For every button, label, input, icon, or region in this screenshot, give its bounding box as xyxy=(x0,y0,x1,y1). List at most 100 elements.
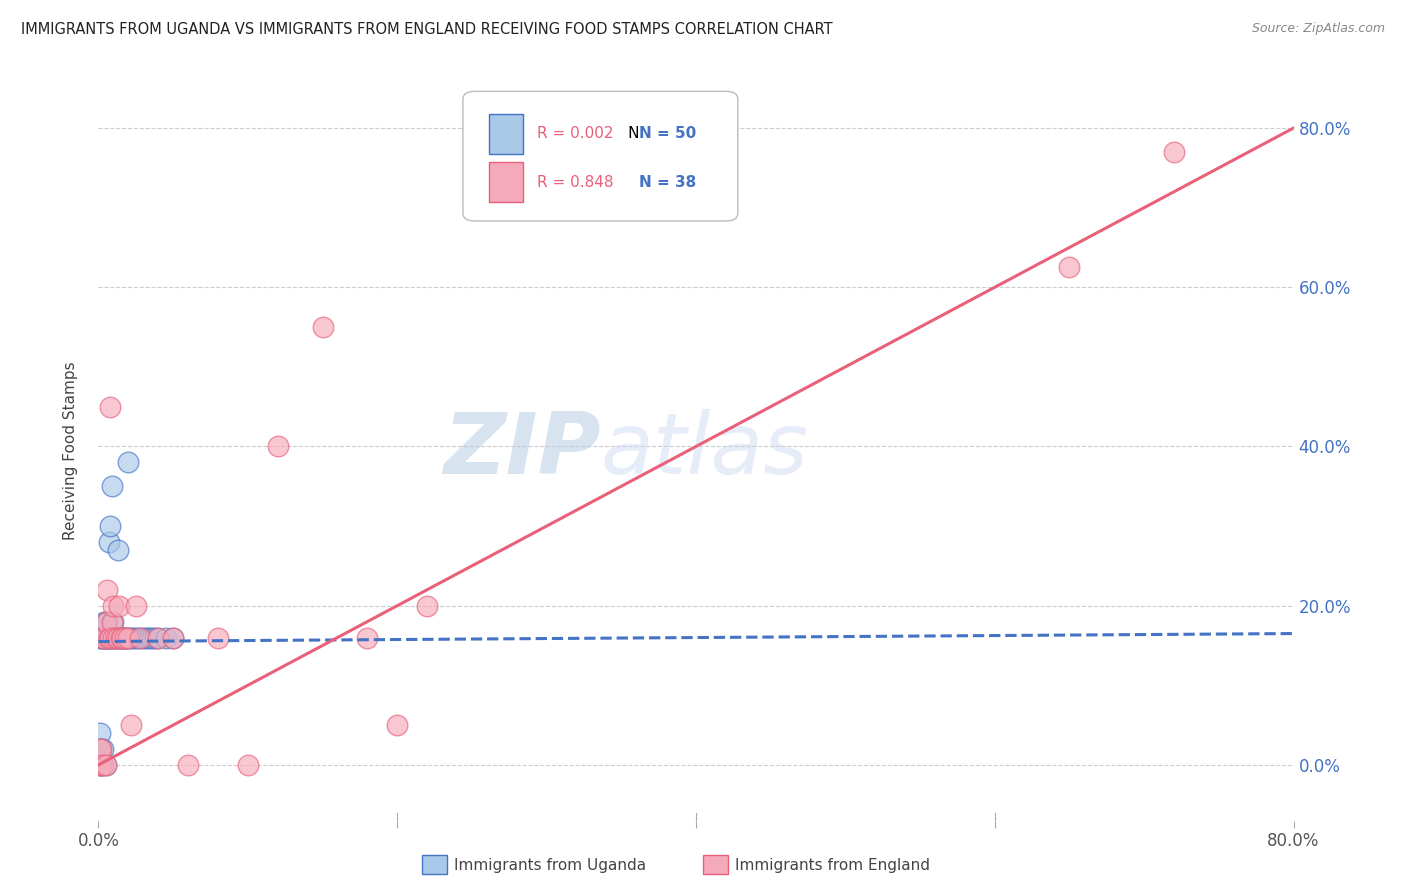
Text: R = 0.848: R = 0.848 xyxy=(537,175,613,190)
Point xyxy=(356,631,378,645)
Point xyxy=(94,758,117,772)
Point xyxy=(148,631,170,645)
Point xyxy=(155,631,177,645)
Point xyxy=(93,631,115,645)
Bar xyxy=(489,161,523,202)
Point xyxy=(1059,260,1081,275)
Point xyxy=(114,631,136,645)
Point xyxy=(94,615,117,629)
Point xyxy=(138,631,160,645)
Point xyxy=(148,631,170,645)
Point xyxy=(103,599,125,613)
Point xyxy=(162,631,184,645)
Point xyxy=(91,631,114,645)
Point xyxy=(129,631,152,645)
Text: Immigrants from England: Immigrants from England xyxy=(735,858,931,872)
Point xyxy=(162,631,184,645)
Y-axis label: Receiving Food Stamps: Receiving Food Stamps xyxy=(63,361,77,540)
Point xyxy=(89,631,111,645)
Point xyxy=(110,631,132,645)
Point xyxy=(96,615,118,629)
Point xyxy=(112,631,135,645)
Point xyxy=(385,718,409,732)
Text: N = 38: N = 38 xyxy=(638,175,696,190)
Point xyxy=(311,320,333,334)
Point xyxy=(127,631,149,645)
Point xyxy=(101,479,124,493)
Point xyxy=(117,631,139,645)
Point xyxy=(91,623,114,637)
Point xyxy=(97,631,120,645)
Point xyxy=(105,631,128,645)
Point xyxy=(91,631,114,645)
Text: R = 0.002: R = 0.002 xyxy=(537,127,613,142)
Point xyxy=(91,742,114,756)
Point xyxy=(97,535,120,549)
Point xyxy=(98,631,122,645)
Point xyxy=(97,631,120,645)
Point xyxy=(93,631,115,645)
Point xyxy=(94,615,117,629)
Point xyxy=(98,400,122,414)
Point xyxy=(104,631,127,645)
Point xyxy=(177,758,200,772)
Point xyxy=(91,758,114,772)
Point xyxy=(111,631,134,645)
Point xyxy=(110,631,132,645)
Point xyxy=(114,631,136,645)
Point xyxy=(89,726,111,740)
Point xyxy=(98,519,122,533)
Point xyxy=(89,742,111,756)
Point xyxy=(135,631,157,645)
Point xyxy=(120,718,142,732)
Bar xyxy=(489,113,523,154)
Point xyxy=(132,631,155,645)
Text: R = 0.002   N = 50: R = 0.002 N = 50 xyxy=(537,127,682,142)
Point xyxy=(98,631,122,645)
Point xyxy=(416,599,439,613)
Text: N = 50: N = 50 xyxy=(638,127,696,142)
Point xyxy=(96,582,118,597)
Point xyxy=(236,758,259,772)
Point xyxy=(120,631,142,645)
Text: Immigrants from Uganda: Immigrants from Uganda xyxy=(454,858,647,872)
Point xyxy=(108,631,131,645)
Point xyxy=(90,758,112,772)
Point xyxy=(89,758,111,772)
Point xyxy=(267,440,290,454)
Point xyxy=(207,631,229,645)
Point xyxy=(103,615,125,629)
Point xyxy=(1163,145,1185,159)
Point xyxy=(111,631,134,645)
Text: atlas: atlas xyxy=(600,409,808,492)
Point xyxy=(103,631,125,645)
Point xyxy=(90,631,112,645)
Point xyxy=(125,599,148,613)
Point xyxy=(115,631,138,645)
Point xyxy=(90,742,112,756)
Point xyxy=(129,631,152,645)
Point xyxy=(101,631,124,645)
Point xyxy=(107,631,129,645)
Point xyxy=(124,631,146,645)
Point xyxy=(90,623,112,637)
Point xyxy=(117,455,139,469)
Point xyxy=(103,631,125,645)
Point xyxy=(101,615,124,629)
Point xyxy=(89,742,111,756)
Point xyxy=(94,631,117,645)
Point xyxy=(96,631,118,645)
Text: IMMIGRANTS FROM UGANDA VS IMMIGRANTS FROM ENGLAND RECEIVING FOOD STAMPS CORRELAT: IMMIGRANTS FROM UGANDA VS IMMIGRANTS FRO… xyxy=(21,22,832,37)
Point xyxy=(105,631,128,645)
Point xyxy=(143,631,166,645)
Point xyxy=(108,599,131,613)
Text: ZIP: ZIP xyxy=(443,409,600,492)
Point xyxy=(118,631,141,645)
Point xyxy=(94,758,117,772)
Point xyxy=(141,631,163,645)
Point xyxy=(90,742,112,756)
Point xyxy=(107,543,129,558)
Text: Source: ZipAtlas.com: Source: ZipAtlas.com xyxy=(1251,22,1385,36)
Point xyxy=(89,623,111,637)
FancyBboxPatch shape xyxy=(463,91,738,221)
